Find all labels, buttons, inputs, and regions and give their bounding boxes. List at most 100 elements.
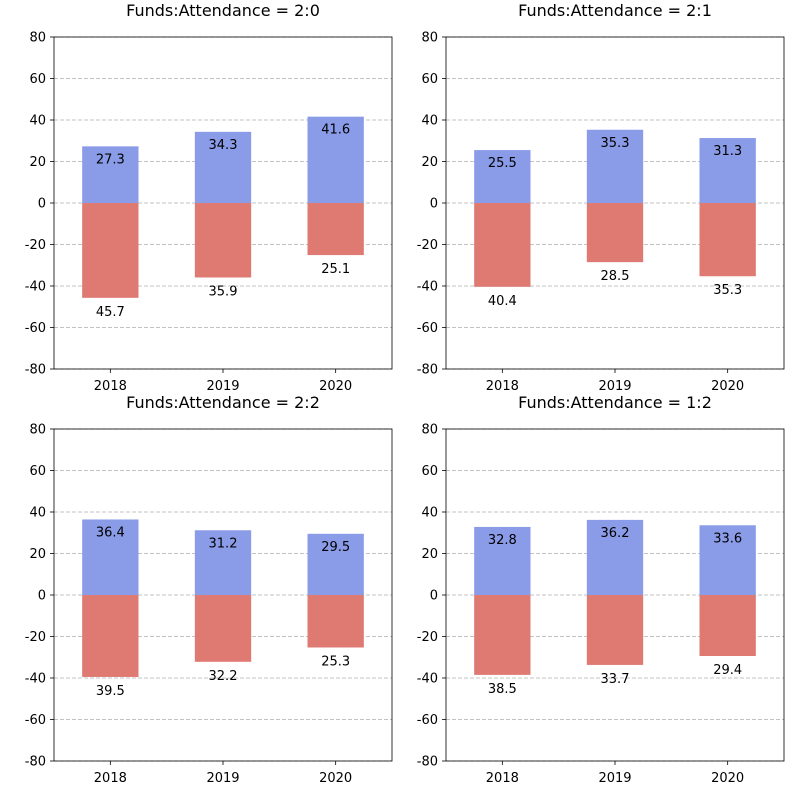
value-label: 45.7	[96, 305, 125, 320]
y-tick-label: -60	[25, 321, 46, 336]
chart-panel-4: Funds:Attendance = 1:2 -80 -60 -40 -20 0 20 40…	[392, 392, 785, 786]
y-tick-label: 20	[29, 547, 46, 562]
y-tick-label: 0	[38, 197, 46, 212]
chart-plot: -80 -60 -40 -20 0 20 40 60 80 27.3 34.3 41.6 45.7 35.…	[25, 31, 393, 394]
bar-negative	[307, 595, 364, 648]
x-tick-label: 2020	[319, 771, 352, 786]
y-tick-label: -40	[25, 280, 46, 295]
bar-negative	[699, 595, 756, 657]
y-tick-label: -40	[417, 672, 438, 687]
y-tick-label: -20	[417, 630, 438, 645]
value-label: 25.5	[488, 156, 517, 171]
bar-positive	[194, 131, 252, 203]
y-tick-label: 40	[29, 114, 46, 129]
bar-positive	[307, 116, 364, 203]
y-tick-label: -20	[25, 238, 46, 253]
value-label: 32.8	[488, 533, 517, 548]
chart-title: Funds:Attendance = 2:1	[518, 1, 712, 20]
value-label: 31.3	[713, 144, 742, 159]
bar-negative	[474, 203, 531, 287]
y-tick-label: 40	[421, 506, 438, 521]
x-tick-label: 2020	[711, 379, 744, 394]
x-tick-label: 2018	[94, 379, 127, 394]
value-label: 31.2	[209, 536, 238, 551]
y-tick-label: -80	[417, 755, 438, 770]
value-label: 29.5	[321, 540, 350, 555]
y-tick-label: 80	[29, 423, 46, 438]
bar-negative	[699, 203, 756, 277]
plot-frame	[445, 36, 785, 370]
y-tick-label: 60	[29, 464, 46, 479]
value-label: 25.1	[321, 262, 350, 277]
y-tick-label: 80	[421, 31, 438, 46]
chart-plot: -80 -60 -40 -20 0 20 40 60 80 32.8 36.2 33.6 38.5 33.…	[417, 423, 785, 786]
bar-positive	[82, 146, 139, 203]
bar-positive	[307, 533, 364, 595]
value-label: 41.6	[321, 123, 350, 138]
bar-positive	[474, 526, 531, 595]
y-tick-label: -60	[417, 713, 438, 728]
value-label: 33.6	[713, 531, 742, 546]
x-tick-label: 2020	[711, 771, 744, 786]
plot-frame	[445, 428, 785, 762]
x-tick-label: 2018	[486, 771, 519, 786]
y-tick-label: 20	[421, 547, 438, 562]
value-label: 36.2	[601, 526, 630, 541]
y-tick-label: 60	[29, 72, 46, 87]
y-tick-label: 0	[38, 589, 46, 604]
bar-negative	[194, 595, 252, 662]
value-label: 29.4	[713, 663, 742, 678]
value-label: 35.9	[209, 284, 238, 299]
x-tick-label: 2019	[598, 771, 631, 786]
y-tick-label: -20	[25, 630, 46, 645]
y-tick-label: 20	[29, 155, 46, 170]
value-label: 34.3	[209, 138, 238, 153]
bar-negative	[586, 595, 644, 665]
value-label: 25.3	[321, 654, 350, 669]
chart-plot: -80 -60 -40 -20 0 20 40 60 80 36.4 31.2 29.5 39.5 32.…	[25, 423, 393, 786]
y-tick-label: 0	[430, 589, 438, 604]
y-tick-label: 80	[421, 423, 438, 438]
x-tick-label: 2019	[598, 379, 631, 394]
y-tick-label: 60	[421, 72, 438, 87]
bar-positive	[699, 525, 756, 595]
bar-positive	[82, 519, 139, 595]
y-tick-label: -60	[25, 713, 46, 728]
bar-positive	[194, 530, 252, 595]
bar-positive	[474, 150, 531, 203]
y-tick-label: -40	[25, 672, 46, 687]
y-tick-label: -80	[25, 755, 46, 770]
y-tick-label: -60	[417, 321, 438, 336]
value-label: 38.5	[488, 682, 517, 697]
x-tick-label: 2018	[486, 379, 519, 394]
plot-frame	[53, 428, 393, 762]
bar-negative	[474, 595, 531, 675]
chart-title: Funds:Attendance = 1:2	[518, 393, 712, 412]
y-tick-label: 40	[29, 506, 46, 521]
y-tick-label: -40	[417, 280, 438, 295]
y-tick-label: 40	[421, 114, 438, 129]
chart-title: Funds:Attendance = 2:0	[126, 1, 320, 20]
value-label: 33.7	[601, 672, 630, 687]
value-label: 32.2	[209, 669, 238, 684]
x-tick-label: 2019	[206, 379, 239, 394]
value-label: 27.3	[96, 152, 125, 167]
y-tick-label: -80	[417, 363, 438, 378]
chart-plot: -80 -60 -40 -20 0 20 40 60 80 25.5 35.3 31.3 40.4 28.…	[417, 31, 785, 394]
bar-negative	[194, 203, 252, 278]
plot-frame	[53, 36, 393, 370]
y-tick-label: 0	[430, 197, 438, 212]
value-label: 36.4	[96, 525, 125, 540]
value-label: 39.5	[96, 684, 125, 699]
y-tick-label: -20	[417, 238, 438, 253]
y-tick-label: 20	[421, 155, 438, 170]
y-tick-label: 60	[421, 464, 438, 479]
value-label: 40.4	[488, 294, 517, 309]
bar-negative	[82, 595, 139, 677]
chart-panel-2: Funds:Attendance = 2:1 -80 -60 -40 -20 0 20 40…	[392, 0, 785, 394]
chart-panel-3: Funds:Attendance = 2:2 -80 -60 -40 -20 0 20 40…	[0, 392, 393, 786]
y-tick-label: -80	[25, 363, 46, 378]
chart-panel-1: Funds:Attendance = 2:0 -80 -60 -40 -20 0 20 40…	[0, 0, 393, 394]
value-label: 35.3	[601, 136, 630, 151]
